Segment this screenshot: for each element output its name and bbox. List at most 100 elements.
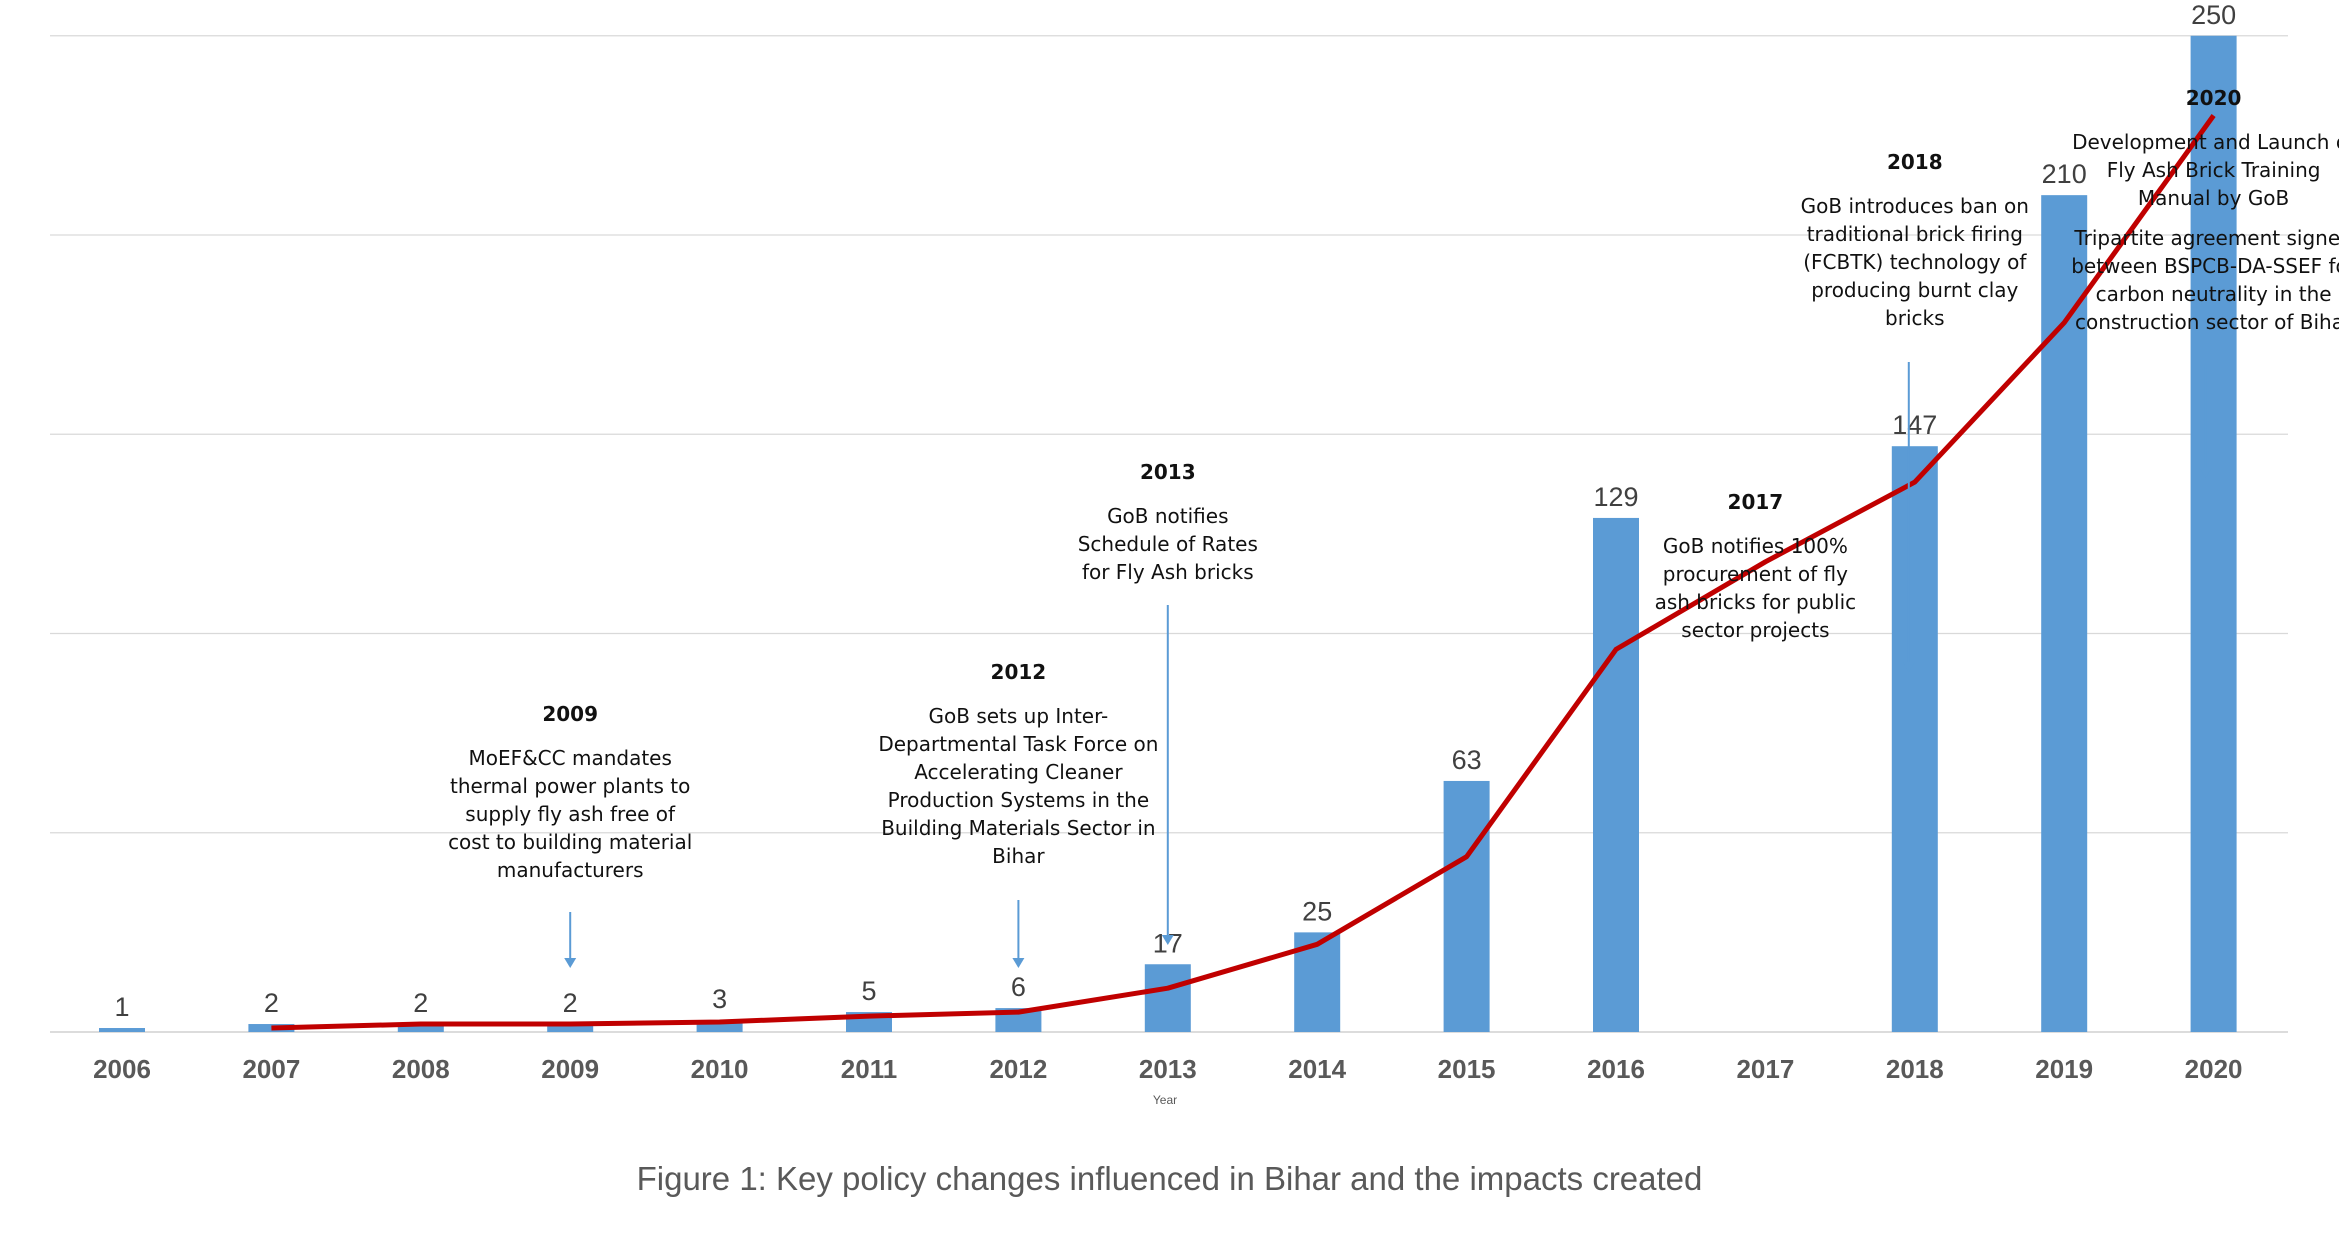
annotation-line: traditional brick firing	[1806, 222, 2023, 246]
value-label-2015: 63	[1452, 745, 1482, 775]
x-tick-2006: 2006	[93, 1054, 151, 1084]
trend-line	[271, 114, 2216, 1031]
value-label-2006: 1	[114, 992, 129, 1022]
bar-2006	[99, 1028, 145, 1032]
x-tick-2008: 2008	[392, 1054, 450, 1084]
annotation-2009: 2009 MoEF&CC mandates thermal power plants…	[440, 700, 700, 884]
x-tick-2018: 2018	[1886, 1054, 1944, 1084]
value-label-2018: 147	[1892, 410, 1937, 440]
annotation-line: Departmental Task Force on	[878, 732, 1159, 756]
value-label-2014: 25	[1302, 896, 1332, 926]
bar-2013	[1144, 964, 1191, 1032]
annotation-2018: 2018 GoB introduces ban on traditional bri…	[1785, 148, 2045, 332]
annotation-year: 2017	[1727, 490, 1784, 514]
annotation-line: construction sector of Bihar	[2075, 310, 2339, 334]
trend-line-path	[271, 114, 2216, 1031]
value-label-2007: 2	[264, 988, 279, 1018]
bars	[99, 35, 2237, 1033]
annotation-line: between BSPCB-DA-SSEF for	[2071, 254, 2339, 278]
annotation-line: Tripartite agreement signed	[2074, 226, 2339, 250]
annotation-text: Development and Launch of Fly Ash Brick T…	[2064, 128, 2339, 212]
value-label-2011: 5	[861, 976, 876, 1006]
annotation-year: 2009	[542, 702, 599, 726]
value-label-2008: 2	[413, 988, 428, 1018]
x-tick-2014: 2014	[1288, 1054, 1346, 1084]
value-label-2012: 6	[1011, 972, 1026, 1002]
annotation-text: MoEF&CC mandates thermal power plants to s…	[440, 744, 700, 884]
bar-2020	[2190, 35, 2237, 1032]
annotation-year: 2020	[2185, 86, 2242, 110]
annotation-text: Tripartite agreement signed between BSPCB…	[2064, 224, 2339, 336]
annotation-line: thermal power plants to	[449, 774, 691, 798]
bar-2009	[547, 1024, 594, 1032]
annotation-line: ash bricks for public	[1654, 590, 1857, 614]
annotation-line: GoB notifies	[1107, 504, 1229, 528]
annotation-year: 2018	[1886, 150, 1943, 174]
annotation-line: bricks	[1885, 306, 1945, 330]
annotation-arrows	[564, 362, 2212, 968]
annotation-line: sector projects	[1681, 618, 1830, 642]
annotation-line: producing burnt clay	[1811, 278, 2019, 302]
value-label-2016: 129	[1593, 482, 1638, 512]
annotation-line: Accelerating Cleaner	[914, 760, 1123, 784]
arrowhead-2020	[2199, 468, 2212, 478]
annotation-text: GoB introduces ban on traditional brick f…	[1785, 192, 2045, 332]
annotation-line: carbon neutrality in the	[2095, 282, 2332, 306]
arrowhead-2018	[1902, 662, 1915, 672]
x-axis-labels: 2006 2007 2008 2009 2010 2011 2012 2013 2014 2015…	[93, 1054, 2242, 1084]
annotation-line: for Fly Ash bricks	[1081, 560, 1254, 584]
bar-2008	[397, 1024, 444, 1032]
value-label-2019: 210	[2042, 159, 2087, 189]
annotation-text: GoB notifies 100% procurement of fly ash b…	[1635, 532, 1875, 644]
x-tick-2011: 2011	[841, 1054, 897, 1084]
annotation-2017: 2017 GoB notifies 100% procurement of fly a…	[1635, 488, 1875, 644]
bar-2016	[1593, 517, 1639, 1032]
arrowhead-2009	[564, 958, 577, 968]
annotation-text: GoB notifies Schedule of Rates for Fly Ash…	[1048, 502, 1288, 586]
x-tick-2020: 2020	[2185, 1054, 2243, 1084]
arrowhead-2013	[1161, 935, 1174, 945]
x-tick-2015: 2015	[1438, 1054, 1496, 1084]
annotation-line: GoB notifies 100%	[1662, 534, 1848, 558]
bar-2007	[248, 1024, 295, 1032]
annotation-line: Fly Ash Brick Training	[2106, 158, 2321, 182]
value-label-2020: 250	[2191, 0, 2236, 30]
arrowhead-2012	[1012, 958, 1025, 968]
annotation-line: (FCBTK) technology of	[1803, 250, 2027, 274]
annotation-line: Bihar	[992, 844, 1045, 868]
figure-caption: Figure 1: Key policy changes influenced …	[636, 1160, 1703, 1197]
bar-2010	[696, 1020, 743, 1032]
x-tick-2019: 2019	[2035, 1054, 2093, 1084]
value-label-2009: 2	[563, 988, 578, 1018]
annotation-line: Schedule of Rates	[1077, 532, 1258, 556]
annotation-line: cost to building material	[448, 830, 693, 854]
annotation-2020: 2020 Development and Launch of Fly Ash Bri…	[2064, 84, 2339, 336]
x-tick-2016: 2016	[1587, 1054, 1645, 1084]
annotation-2013: 2013 GoB notifies Schedule of Rates for Fly…	[1048, 458, 1288, 586]
x-tick-2017: 2017	[1736, 1054, 1794, 1084]
annotation-2012: 2012 GoB sets up Inter- Departmental Task …	[868, 658, 1168, 870]
annotation-line: Development and Launch of	[2072, 130, 2339, 154]
bar-2019	[2041, 195, 2088, 1032]
annotation-text: GoB sets up Inter- Departmental Task Forc…	[868, 702, 1168, 870]
x-axis-title: Year	[1153, 1093, 1177, 1107]
x-tick-2009: 2009	[541, 1054, 599, 1084]
annotation-line: supply fly ash free of	[465, 802, 676, 826]
annotation-line: MoEF&CC mandates	[468, 746, 672, 770]
annotation-line: Building Materials Sector in	[881, 816, 1156, 840]
annotation-year: 2013	[1139, 460, 1196, 484]
x-tick-2007: 2007	[242, 1054, 300, 1084]
annotation-line: GoB sets up Inter-	[928, 704, 1109, 728]
annotation-line: Production Systems in the	[887, 788, 1150, 812]
value-label-2010: 3	[712, 984, 727, 1014]
x-tick-2013: 2013	[1139, 1054, 1197, 1084]
annotation-line: Manual by GoB	[2137, 186, 2290, 210]
x-tick-2012: 2012	[989, 1054, 1047, 1084]
annotation-line: GoB introduces ban on	[1800, 194, 2029, 218]
x-tick-2010: 2010	[691, 1054, 749, 1084]
bar-2015	[1443, 780, 1490, 1032]
bar-2018	[1891, 446, 1938, 1033]
annotation-year: 2012	[990, 660, 1047, 684]
annotation-line: manufacturers	[496, 858, 644, 882]
